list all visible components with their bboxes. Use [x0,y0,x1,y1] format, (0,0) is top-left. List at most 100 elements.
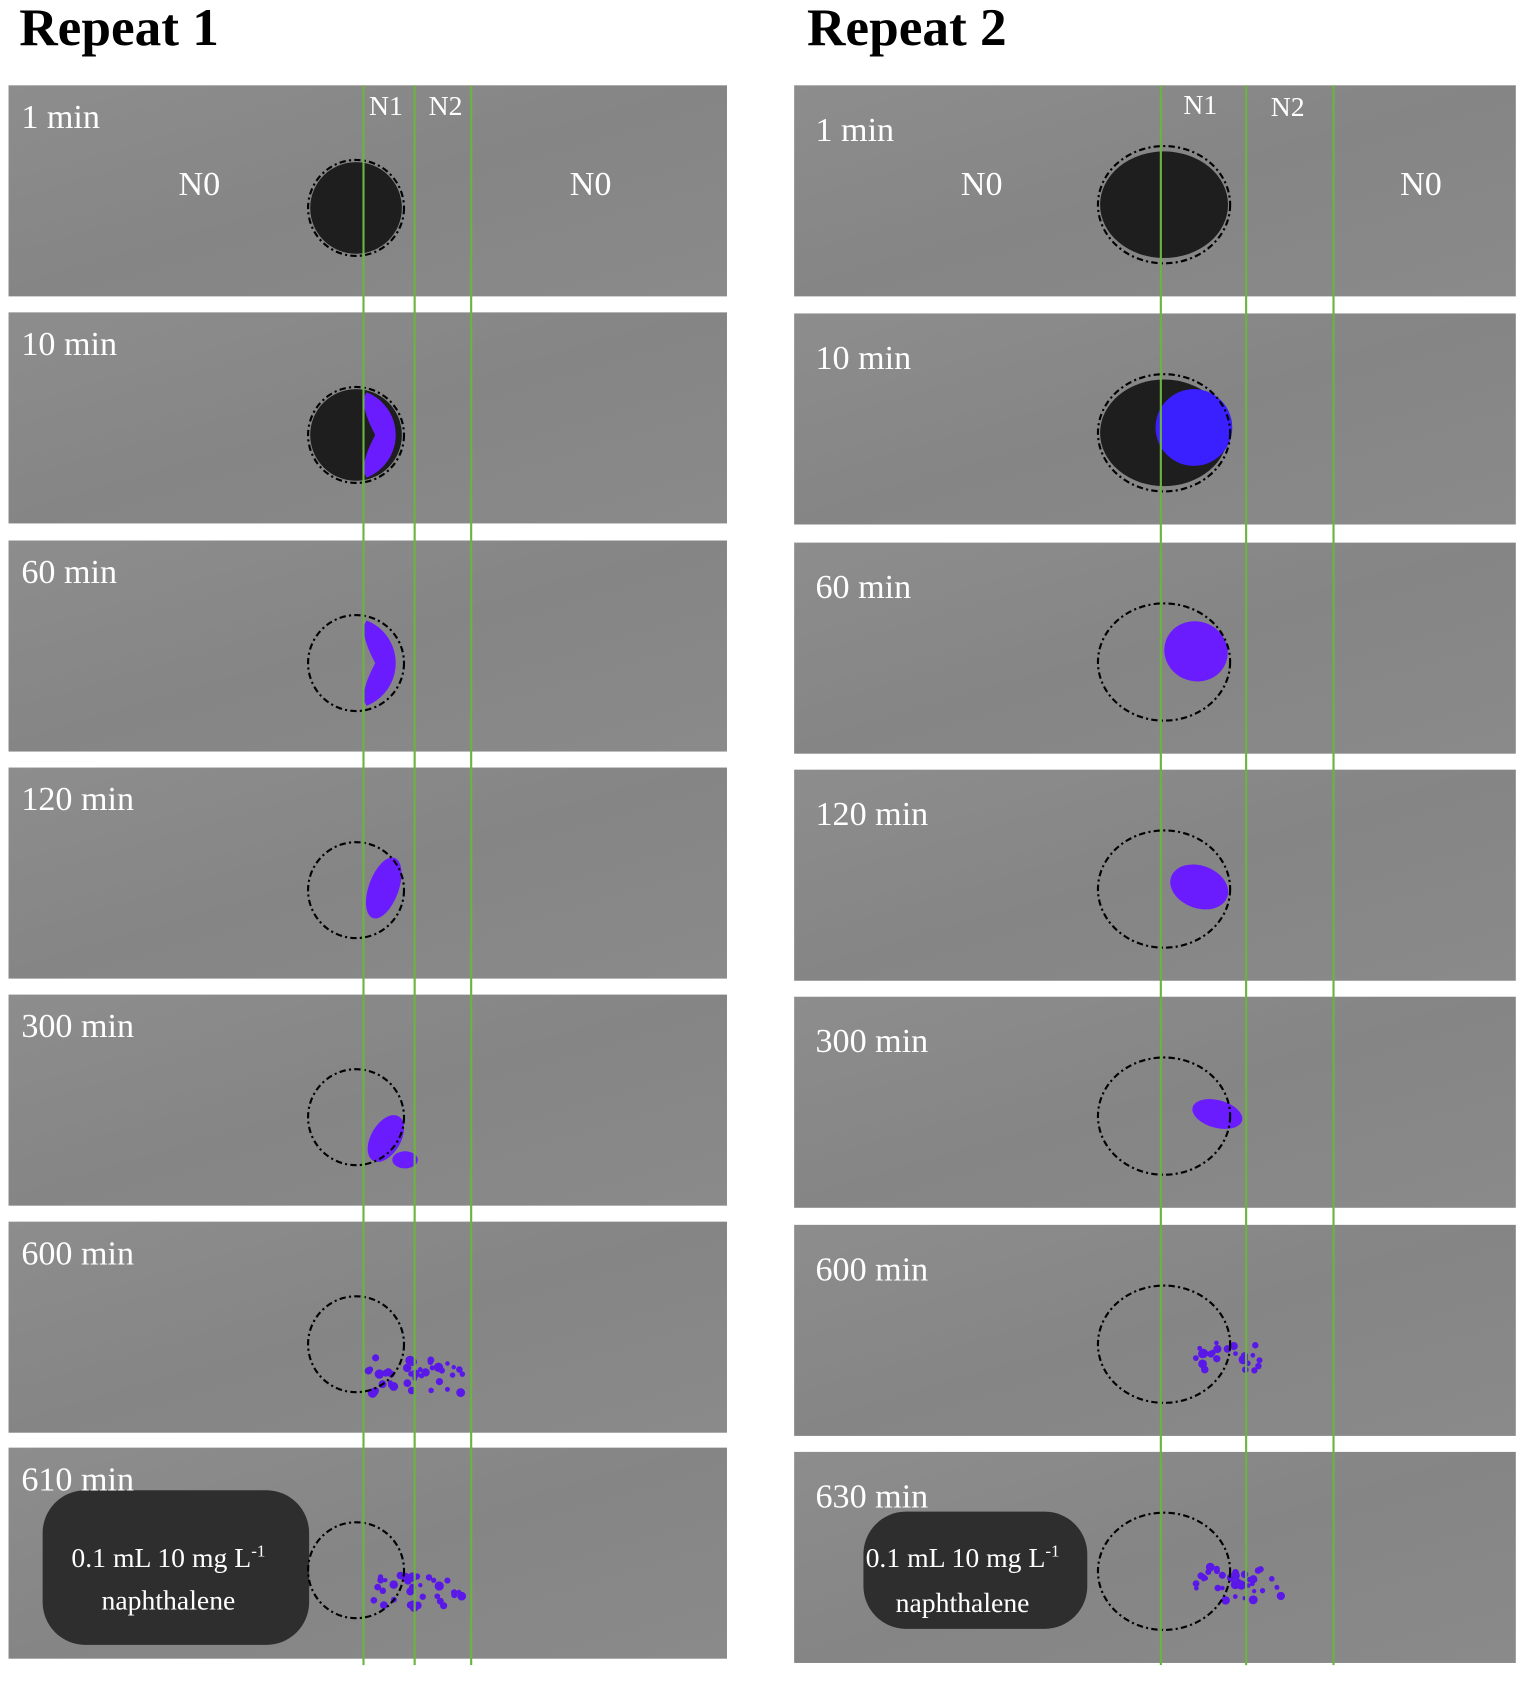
fluorescence-dot [425,1574,433,1581]
fluorescence-dot [408,1357,418,1367]
fluorescence [1164,621,1228,682]
fluorescence-dot [1214,1584,1222,1592]
fluorescence-dot [1229,1342,1238,1351]
injection-circle [307,1068,406,1167]
fluorescence-dot [444,1386,450,1392]
fluorescence-dot [1198,1348,1209,1358]
image-panel [8,767,727,979]
annotation-superscript: -1 [251,1541,265,1560]
fluorescence-dot [1235,1578,1242,1585]
fluorescence-dot [407,1386,416,1395]
time-label: 60 min [21,554,117,591]
fluorescence [392,1151,418,1169]
time-label: 10 min [21,326,117,363]
annotation-text: 0.1 mL 10 mg L [866,1542,1046,1573]
injection-circle [307,841,406,940]
fluorescence-dot [449,1372,456,1378]
time-label: 1 min [815,112,894,149]
repeat-title: Repeat 2 [807,0,1007,57]
fluorescence-dot [1213,1568,1220,1575]
injection-circle [307,158,406,257]
fluorescence-dot [1209,1349,1216,1356]
fluorescence-dot [1256,1357,1263,1364]
fluorescence-dot [1214,1340,1219,1346]
time-label: 60 min [815,569,911,606]
zone-label: N0 [570,166,612,203]
time-label: 300 min [21,1008,134,1045]
fluorescence-dot [1221,1596,1230,1605]
fluorescence-dot [404,1576,412,1585]
time-label: 300 min [815,1023,928,1060]
injection-circle [1096,1511,1232,1631]
fluorescence-dot [408,1371,414,1377]
image-panel [8,994,727,1206]
image-panel [794,542,1516,754]
fluorescence-dot [1233,1351,1238,1356]
zone-label: N0 [1400,166,1442,203]
fluorescence-dot [1193,1585,1199,1591]
fluorescence-dot [1276,1591,1285,1601]
injection-circle [1096,829,1232,949]
fluorescence-dot [1259,1587,1266,1594]
fluorescence [365,857,402,919]
zone-label: N2 [1271,91,1305,122]
fluorescence-dot [419,1593,426,1600]
fluorescence-dot [379,1587,387,1595]
fluorescence-dot [383,1577,388,1583]
fluorescence-dot [1257,1566,1264,1573]
fluorescence-dot [459,1371,466,1377]
fluorescence-dot [427,1359,434,1365]
injection-circle [307,614,406,713]
injection-circle [1096,145,1232,265]
fluorescence-dot [451,1591,458,1599]
fluorescence [1170,864,1229,910]
fluorescence-dot [1203,1575,1209,1581]
fluorescence-dot [444,1577,451,1584]
fluorescence-dot [421,1368,430,1377]
zone-label: N0 [178,166,220,203]
fluorescence-dot [370,1596,378,1604]
fluorescence-dot [396,1571,405,1580]
fluorescence-dot [1220,1585,1225,1591]
fluorescence-dot [1192,1355,1199,1362]
fluorescence-dot [1255,1362,1262,1370]
fluorescence-dot [433,1362,444,1372]
fluorescence-dot [402,1363,412,1373]
dark-spot [310,162,402,254]
fluorescence-dot [1251,1588,1257,1594]
fluorescence-dot [417,1367,423,1373]
fluorescence-dot [1268,1575,1275,1582]
fluorescence-dot [451,1364,456,1370]
image-panel [794,996,1516,1208]
fluorescence-dot [1249,1575,1258,1584]
fluorescence-dot [456,1388,466,1398]
fluorescence-dot [1200,1365,1209,1374]
annotation-text: 0.1 mL 10 mg L [71,1542,251,1573]
fluorescence-dot [372,1389,379,1396]
fluorescence-dot [1192,1580,1200,1587]
injection-circle [1096,602,1232,722]
zone-label: N1 [369,90,403,121]
annotation: naphthalene [102,1585,236,1616]
fluorescence-dot [1213,1355,1221,1363]
fluorescence-dot [1251,1367,1258,1374]
fluorescence-dot [406,1601,415,1609]
fluorescence-dot [435,1377,444,1386]
injection-circle [307,1295,406,1394]
fluorescence-dot [429,1365,435,1371]
annotation: 0.1 mL 10 mg L-1 [71,1541,265,1573]
fluorescence [367,1115,405,1162]
time-label: 120 min [21,781,134,818]
fluorescence-dot [374,1583,382,1591]
fluorescence-dot [456,1589,462,1595]
time-label: 10 min [815,340,911,377]
fluorescence-dot [1252,1342,1259,1349]
zone-label: N2 [429,90,463,121]
fluorescence-dot [1232,1594,1238,1599]
image-panel [794,1224,1516,1436]
time-label: 1 min [21,99,100,136]
fluorescence-dot [434,1593,441,1600]
fluorescence-dot [456,1366,463,1373]
injection-circle [307,385,406,484]
fluorescence-dot [372,1354,380,1362]
